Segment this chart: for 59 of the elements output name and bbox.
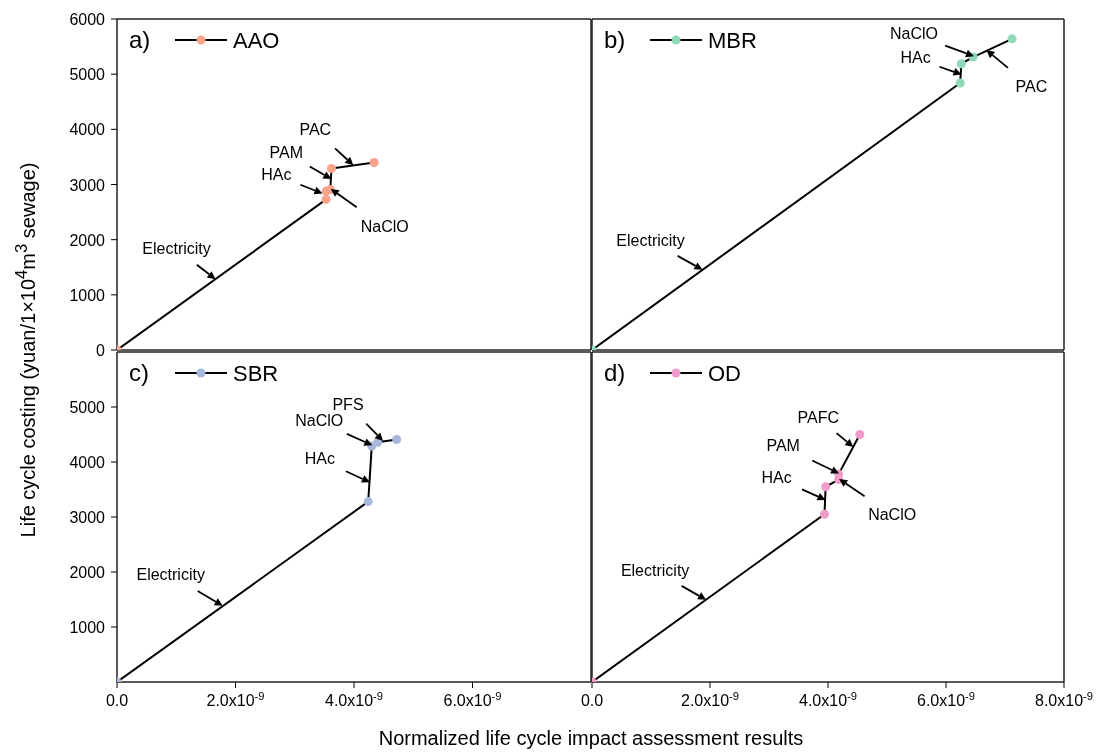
point (392, 434, 402, 444)
annotation: HAc (900, 49, 931, 67)
y-tick-label: 1000 (69, 286, 106, 304)
annotation: Electricity (142, 240, 211, 258)
annotation: Electricity (136, 565, 205, 583)
y-tick-label: 5000 (69, 399, 106, 416)
y-tick-label: 4000 (69, 121, 106, 139)
legend-label: MBR (708, 28, 757, 53)
y-tick-label: 4000 (69, 454, 106, 471)
y-tick-label: 3000 (69, 509, 106, 526)
annotation: Electricity (616, 231, 685, 249)
annotation: NaClO (868, 505, 917, 523)
point (855, 429, 865, 440)
legend-label: SBR (233, 361, 279, 386)
x-tick-label: 6.0x10$^{-9}$ (443, 690, 502, 709)
legend-label: AAO (233, 28, 280, 53)
y-tick-label: 0 (96, 342, 106, 359)
y-tick-label: 5000 (69, 66, 106, 84)
chart-title: a) (129, 26, 151, 53)
annotation: HAc (304, 450, 336, 468)
x-tick-label: 2.0x10$^{-9}$ (206, 690, 265, 709)
annotation: NaClO (889, 25, 938, 43)
point (821, 482, 831, 492)
x-tick-label: 2.0x10$^{-9}$ (681, 690, 739, 709)
x-tick-label: 8.0x10$^{-9}$ (1035, 690, 1093, 709)
annotation: HAc (761, 468, 792, 486)
x-tick-label: 6.0x10$^{-9}$ (917, 690, 975, 709)
y-tick-label: 6000 (69, 11, 106, 28)
point (321, 194, 331, 204)
point (1007, 34, 1017, 44)
x-tick-label: 0.0 (580, 692, 604, 709)
point (956, 59, 966, 69)
chart-title: b) (604, 26, 626, 53)
legend-label: OD (708, 361, 741, 386)
annotation: Electricity (620, 561, 690, 579)
chart-title: d) (604, 359, 626, 386)
y-tick-label: 2000 (69, 231, 106, 249)
annotation: NaClO (360, 217, 409, 235)
y-tick-label: 3000 (69, 176, 106, 194)
annotation: PFS (332, 395, 364, 413)
annotation: HAc (261, 166, 292, 184)
x-tick-label: 0.0 (105, 692, 129, 709)
annotation: PAC (1015, 78, 1048, 96)
point (819, 509, 829, 519)
annotation: PAM (269, 144, 304, 162)
annotation: NaClO (295, 412, 344, 430)
annotation: PAM (766, 437, 800, 455)
point (363, 497, 373, 507)
point (326, 164, 336, 174)
chart-title: c) (129, 359, 149, 386)
annotation: PAC (299, 121, 332, 139)
y-tick-label: 2000 (69, 564, 106, 581)
point (955, 78, 965, 88)
y-tick-label: 1000 (69, 619, 106, 636)
point (369, 157, 379, 167)
x-tick-label: 4.0x10$^{-9}$ (325, 690, 383, 709)
annotation: PAFC (797, 408, 840, 426)
x-axis-title: Normalized life cycle impact assessment results (378, 726, 804, 750)
x-tick-label: 4.0x10$^{-9}$ (799, 690, 857, 709)
